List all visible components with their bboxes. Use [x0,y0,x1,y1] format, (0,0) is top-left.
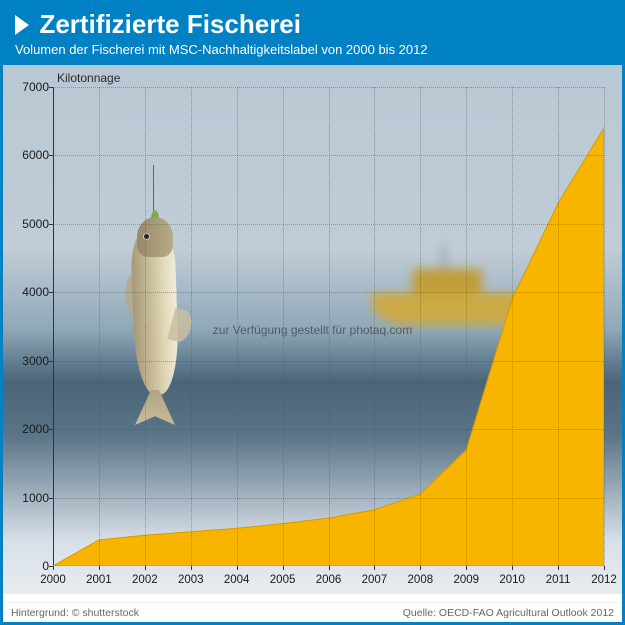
x-tick-label: 2002 [132,574,158,586]
x-tick-label: 2003 [178,574,204,586]
x-tick-label: 2001 [86,574,112,586]
y-tick-label: 1000 [11,491,49,505]
x-tick-label: 2008 [408,574,434,586]
footer-credit-left: Hintergrund: © shutterstock [11,607,139,619]
gridline-vertical [604,87,605,566]
chart-title: Zertifizierte Fischerei [39,9,301,40]
y-axis-label: Kilotonnage [57,71,120,85]
y-tick-label: 4000 [11,285,49,299]
gridline-vertical [99,87,100,566]
header: Zertifizierte Fischerei Volumen der Fisc… [3,3,622,65]
chart-card: Zertifizierte Fischerei Volumen der Fisc… [0,0,625,625]
footer: Hintergrund: © shutterstock Quelle: OECD… [3,602,622,622]
y-tick-label: 7000 [11,80,49,94]
x-tick-label: 2009 [453,574,479,586]
y-tick-label: 0 [11,559,49,573]
x-tick-label: 2006 [316,574,342,586]
arrow-icon [15,15,29,35]
y-tick-label: 3000 [11,354,49,368]
x-tick-label: 2004 [224,574,250,586]
chart-background: Kilotonnage 0 1000 2000 3000 4000 5000 6000 700… [3,65,622,594]
y-tick-label: 2000 [11,422,49,436]
x-tick-label: 2000 [40,574,66,586]
x-tick-label: 2010 [499,574,525,586]
gridline-vertical [466,87,467,566]
x-tick-label: 2005 [270,574,296,586]
watermark-text: zur Verfügung gestellt für photaq.com [213,323,412,337]
footer-credit-right: Quelle: OECD-FAO Agricultural Outlook 20… [403,607,614,619]
y-tick-label: 5000 [11,217,49,231]
x-tick-label: 2007 [362,574,388,586]
chart-subtitle: Volumen der Fischerei mit MSC-Nachhaltig… [15,42,610,57]
gridline-vertical [145,87,146,566]
y-tick-label: 6000 [11,148,49,162]
x-tick-label: 2011 [546,574,571,586]
gridline-vertical [512,87,513,566]
gridline-vertical [558,87,559,566]
gridline-vertical [191,87,192,566]
x-tick-label: 2012 [591,574,617,586]
gridline-vertical [420,87,421,566]
